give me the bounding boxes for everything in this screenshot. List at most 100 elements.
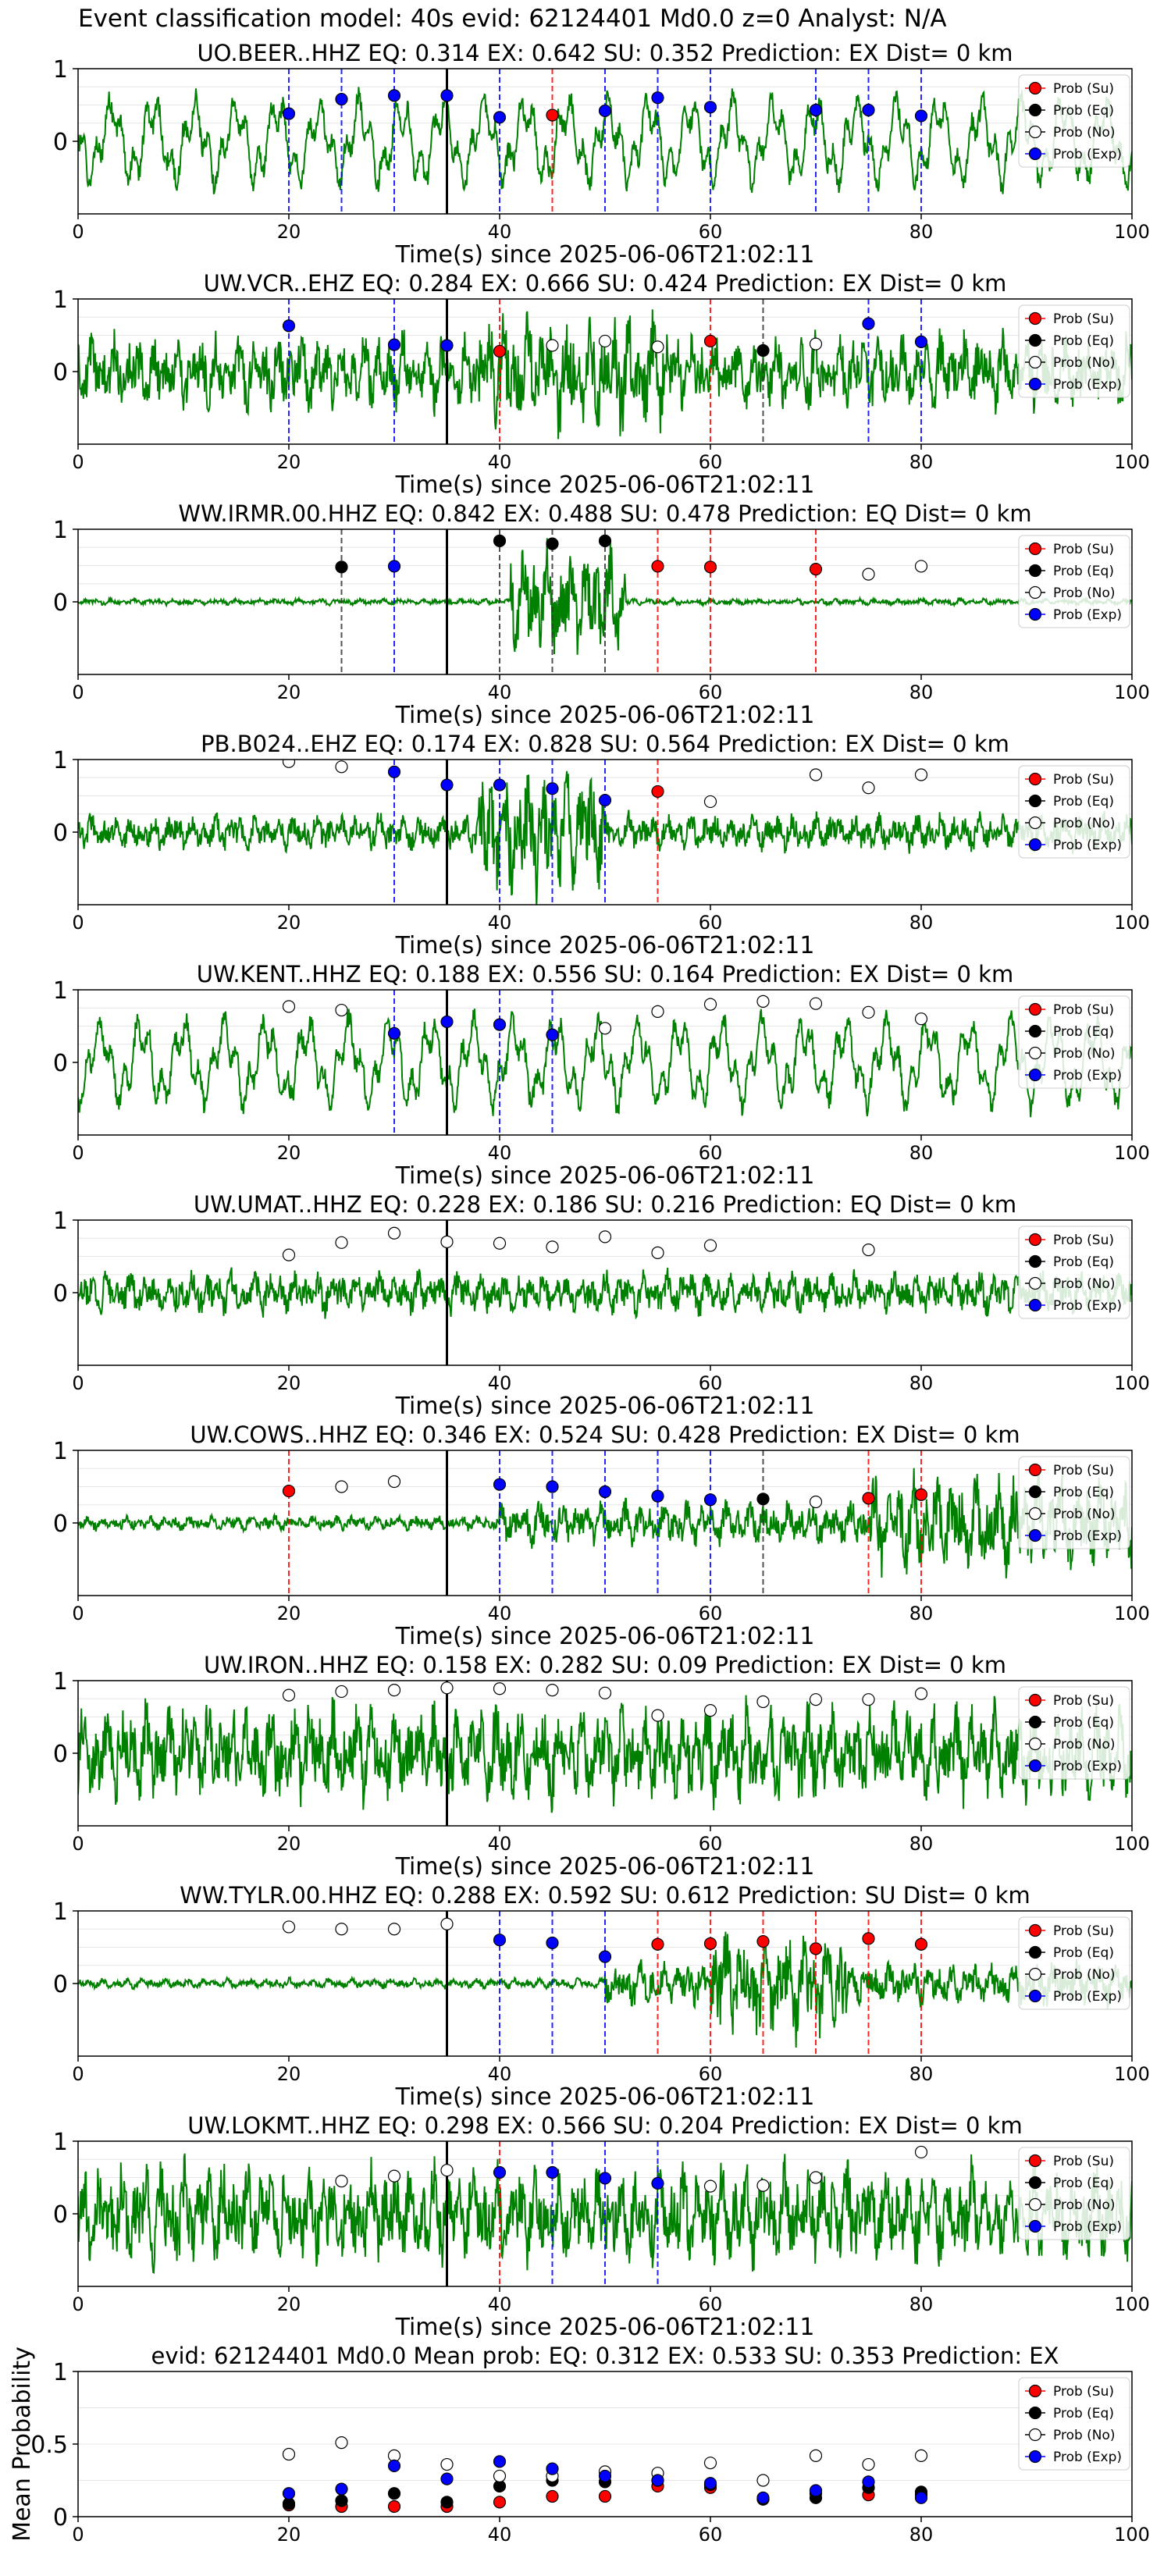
legend-label-eq: Prob (Eq)	[1053, 103, 1114, 119]
legend-marker-exp	[1028, 2219, 1042, 2233]
legend-label-eq: Prob (Eq)	[1053, 1715, 1114, 1731]
legend-label-eq: Prob (Eq)	[1053, 2406, 1114, 2421]
panel-plot-area	[78, 299, 1132, 444]
x-tick-label: 40	[488, 1372, 512, 1394]
waveform-trace	[78, 1468, 1132, 1579]
waveform-panel-6: UW.UMAT..HHZ EQ: 0.228 EX: 0.186 SU: 0.2…	[53, 1191, 1150, 1420]
point-exp	[598, 1950, 612, 1963]
point-exp	[651, 1489, 664, 1503]
legend-box	[1018, 2377, 1130, 2471]
point-no	[809, 997, 823, 1010]
x-tick-label: 40	[488, 1833, 512, 1855]
point-no	[809, 2171, 823, 2184]
point-no	[335, 1236, 348, 1249]
x-tick-label: 60	[699, 912, 723, 934]
panel-title: UW.COWS..HHZ EQ: 0.346 EX: 0.524 SU: 0.4…	[190, 1421, 1020, 1448]
y-tick-label: 0	[53, 1741, 68, 1768]
legend-marker-su	[1028, 1693, 1042, 1707]
x-tick-label: 60	[699, 1142, 723, 1164]
point-no	[440, 1917, 454, 1930]
mean-probability-panel: evid: 62124401 Md0.0 Mean prob: EQ: 0.31…	[9, 2343, 1150, 2546]
x-tick-label: 0	[72, 451, 84, 473]
x-tick-label: 20	[277, 2524, 301, 2546]
legend-marker-no	[1028, 1276, 1042, 1290]
legend-marker-no	[1028, 1967, 1042, 1981]
y-tick-label: 1	[53, 747, 68, 774]
x-tick-label: 80	[909, 2063, 934, 2085]
legend-label-no: Prob (No)	[1053, 355, 1116, 371]
mean-point-no	[809, 2449, 823, 2462]
waveform-panel-5: UW.KENT..HHZ EQ: 0.188 EX: 0.556 SU: 0.1…	[53, 961, 1150, 1190]
mean-point-no	[862, 2457, 875, 2471]
legend-marker-su	[1028, 1463, 1042, 1477]
legend-label-exp: Prob (Exp)	[1053, 838, 1122, 853]
point-no	[809, 1495, 823, 1509]
point-exp	[387, 765, 401, 778]
point-no	[756, 1695, 770, 1709]
x-tick-label: 80	[909, 1603, 934, 1624]
x-tick-label: 100	[1114, 1372, 1150, 1394]
x-tick-label: 40	[488, 1603, 512, 1624]
mean-point-exp	[335, 2482, 348, 2496]
y-tick-label: 1	[53, 1438, 68, 1465]
point-exp	[440, 339, 454, 352]
mean-point-no	[440, 2457, 454, 2471]
legend-marker-eq	[1028, 103, 1042, 117]
x-tick-label: 40	[488, 451, 512, 473]
legend-marker-no	[1028, 1507, 1042, 1521]
legend-marker-eq	[1028, 1945, 1042, 1959]
point-no	[862, 1005, 875, 1019]
legend-marker-eq	[1028, 1254, 1042, 1268]
x-tick-label: 60	[699, 2524, 723, 2546]
legend-marker-eq	[1028, 2406, 1042, 2420]
legend-marker-exp	[1028, 377, 1042, 391]
panel-plot-area	[78, 1911, 1132, 2056]
x-tick-label: 0	[72, 1603, 84, 1624]
point-exp	[914, 335, 928, 348]
point-exp	[598, 793, 612, 807]
point-eq	[493, 534, 507, 547]
legend-label-su: Prob (Su)	[1053, 81, 1114, 97]
legend-marker-no	[1028, 816, 1042, 830]
waveform-trace	[78, 1695, 1132, 1813]
legend-marker-exp	[1028, 1759, 1042, 1773]
point-no	[335, 760, 348, 774]
panel-title: UW.KENT..HHZ EQ: 0.188 EX: 0.556 SU: 0.1…	[197, 961, 1013, 987]
x-tick-label: 100	[1114, 2063, 1150, 2085]
panel-title: UW.VCR..EHZ EQ: 0.284 EX: 0.666 SU: 0.42…	[204, 270, 1007, 297]
y-tick-label: 0	[53, 2504, 68, 2532]
x-tick-label: 100	[1114, 681, 1150, 703]
legend-label-no: Prob (No)	[1053, 1276, 1116, 1292]
x-axis-label: Time(s) since 2025-06-06T21:02:11	[395, 1853, 815, 1880]
mean-point-exp	[651, 2474, 664, 2487]
legend-label-no: Prob (No)	[1053, 125, 1116, 141]
legend-label-exp: Prob (Exp)	[1053, 147, 1122, 162]
legend-box	[1018, 74, 1130, 168]
point-no	[440, 1235, 454, 1249]
legend-marker-no	[1028, 355, 1042, 369]
x-tick-label: 20	[277, 1833, 301, 1855]
y-tick-label: 0	[53, 589, 68, 617]
point-exp	[493, 111, 507, 124]
x-tick-label: 40	[488, 912, 512, 934]
point-no	[598, 1686, 612, 1699]
point-eq	[335, 560, 348, 574]
legend-marker-eq	[1028, 1485, 1042, 1499]
point-exp	[651, 2176, 664, 2190]
point-no	[546, 1240, 559, 1254]
point-exp	[914, 109, 928, 123]
legend-label-eq: Prob (Eq)	[1053, 794, 1114, 809]
x-tick-label: 60	[699, 681, 723, 703]
legend-label-exp: Prob (Exp)	[1053, 607, 1122, 623]
waveform-trace	[78, 1267, 1132, 1320]
x-tick-label: 20	[277, 1142, 301, 1164]
legend-marker-exp	[1028, 1068, 1042, 1082]
legend-label-exp: Prob (Exp)	[1053, 2450, 1122, 2465]
point-exp	[862, 103, 875, 117]
x-axis-label: Time(s) since 2025-06-06T21:02:11	[395, 702, 815, 729]
point-eq	[546, 537, 559, 550]
point-su	[703, 1937, 717, 1950]
point-exp	[282, 107, 296, 120]
x-axis-label: Time(s) since 2025-06-06T21:02:11	[395, 2083, 815, 2111]
point-exp	[546, 782, 559, 795]
